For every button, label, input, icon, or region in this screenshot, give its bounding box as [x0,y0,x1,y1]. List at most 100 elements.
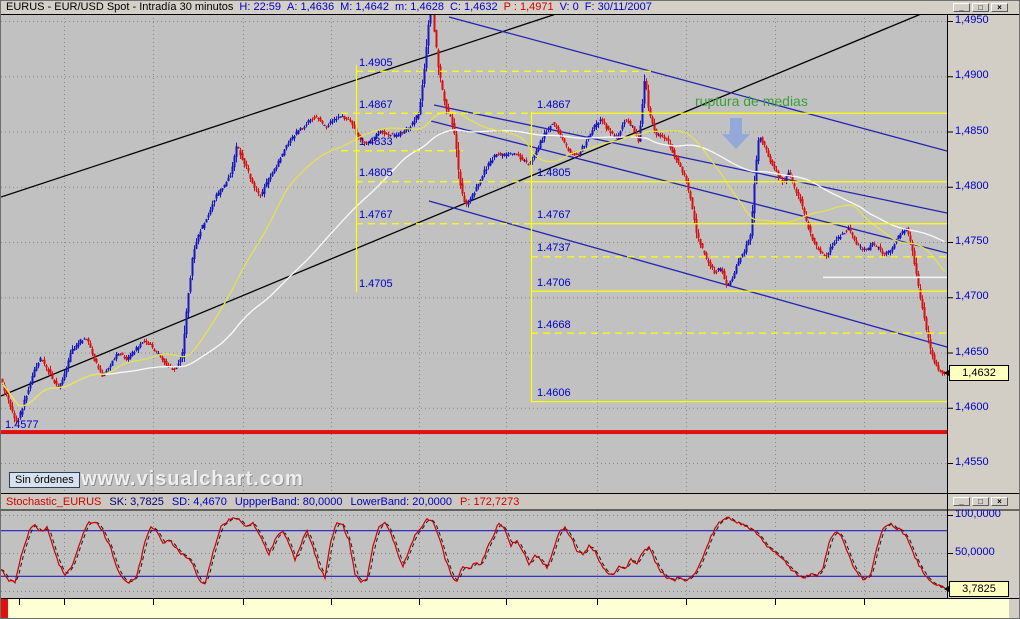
candle-body [373,136,376,139]
trendline[interactable] [1,14,922,397]
maximize-button[interactable]: □ [972,3,989,12]
close-button[interactable]: × [991,497,1008,506]
indicator-name: Stochastic_EURUS [6,496,102,508]
price-level-label: 1.4805 [359,167,393,180]
time-axis[interactable]: 12:3019/11/0720/11/0721/11/0722/11/0723/… [1,599,1019,618]
candle-body [645,81,648,90]
candle-body [267,178,270,185]
stoch-chart-layer[interactable] [1,510,947,598]
quote-field: m: 1,4628 [395,1,444,13]
price-level-label: 1.4867 [359,98,393,111]
candle-body [219,189,222,195]
price-tick-label: 1,4550 [955,456,989,468]
candle-body [695,218,698,233]
candle-body [861,248,864,250]
candle-body [749,234,752,241]
candle-body [561,136,564,139]
time-axis-bg[interactable] [1,599,1020,619]
candle-body [833,242,836,246]
candle-body [203,223,206,228]
candle-body [463,195,466,203]
minimize-button[interactable]: _ [953,497,970,506]
main-chart-layer[interactable] [1,12,947,493]
candle-body [23,399,26,407]
indicator-fields: SK: 3,7825 SD: 4,4670 UppperBand: 80,0000 L… [109,496,527,508]
candle-body [825,255,828,257]
candle-body [813,237,816,244]
candle-body [25,395,28,401]
quote-field: A: 1,4636 [287,1,335,13]
candle-body [149,343,152,345]
trendline[interactable] [428,200,947,348]
candle-body [305,124,308,126]
candle-body [545,132,548,135]
candle-body [721,269,724,273]
candle-body [481,175,484,180]
candle-body [485,169,488,171]
candle-body [461,183,464,194]
candle-body [173,368,176,370]
stoch-tick-label: 100,0000 [955,508,1001,520]
candle-body [245,163,248,167]
price-level-label: 1.4668 [537,318,571,331]
trendline[interactable] [1,14,557,198]
candle-body [177,363,180,366]
trendline[interactable] [448,16,947,152]
candle-body [761,137,764,143]
candle-body [729,280,732,285]
down-arrow-icon [730,118,742,135]
candle-body [465,200,468,204]
session-indicator [1,599,8,618]
candle-body [507,154,510,156]
candle-body [133,352,136,354]
support-line[interactable] [1,430,947,435]
symbol-title: EURUS - EUR/USD Spot - Intradía 30 minut… [6,1,234,13]
candle-body [105,370,108,374]
candle-body [201,224,204,229]
price-level-label: 1.4767 [359,209,393,222]
quote-field: V: 0 [559,1,579,13]
candle-body [569,149,572,153]
candle-body [439,66,442,78]
candle-body [633,126,636,133]
current-price-value: 1,4632 [962,367,996,379]
candle-body [875,245,878,247]
candle-body [495,154,498,157]
maximize-button[interactable]: □ [972,497,989,506]
candle-body [941,370,944,374]
candle-body [543,133,546,139]
candle-body [655,129,658,135]
candle-body [233,156,236,168]
candle-body [435,30,438,48]
candle-body [609,131,612,134]
candle-body [211,204,214,210]
candle-body [205,219,208,223]
main-plot-bg[interactable] [1,14,947,493]
candle-body [915,263,918,274]
close-button[interactable]: × [991,3,1008,12]
stoch-sd-line [1,517,946,588]
candle-body [921,298,924,309]
candle-body [297,130,300,134]
candle-body [879,246,882,251]
candle-body [157,353,160,355]
candle-body [575,153,578,155]
minimize-button[interactable]: _ [953,3,970,12]
candle-body [109,365,112,368]
candle-body [369,141,372,144]
candle-body [41,359,44,361]
trendline[interactable] [433,104,947,214]
candle-body [513,153,516,155]
candle-body [455,133,458,150]
candle-body [597,122,600,125]
orders-tab[interactable]: Sin órdenes [9,472,80,488]
candle-body [447,107,450,114]
candle-body [923,307,926,319]
candle-body [179,359,182,363]
candle-body [75,345,78,349]
candle-body [783,180,786,182]
candle-body [319,117,322,122]
candle-body [189,278,192,292]
candle-body [31,375,34,385]
